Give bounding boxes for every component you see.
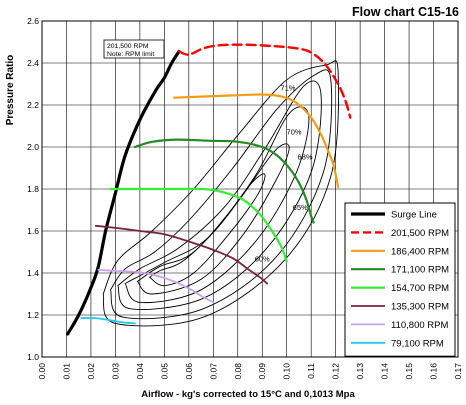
x-tick-label: 0.08: [233, 363, 243, 380]
series-line: [94, 224, 268, 285]
axes: 0.00 0.01 0.02 0.03 0.04 0.05 0.06 0.07 0.08 0.09…: [27, 16, 463, 380]
y-tick-label: 1.4: [27, 268, 39, 278]
legend-label: 171,100 RPM: [391, 265, 449, 276]
y-tick-label: 2.4: [27, 58, 39, 68]
efficiency-label: 71%: [280, 83, 295, 92]
efficiency-labels: 71% 70% 68% 65% 60%: [255, 83, 313, 263]
legend-label: 79,100 RPM: [391, 338, 444, 349]
legend-label: 201,500 RPM: [391, 228, 449, 239]
rpm-limit-note-line2: Note: RPM limit: [107, 51, 154, 58]
y-tick-label: 2.0: [27, 142, 39, 152]
x-tick-label: 0.14: [380, 363, 390, 380]
x-tick-label: 0.02: [86, 363, 96, 380]
plot-frame: [41, 20, 459, 358]
legend-label: Surge Line: [391, 210, 437, 221]
series-line: [177, 43, 352, 119]
y-tick-label: 2.6: [27, 16, 39, 26]
rpm-limit-note: 201,500 RPM Note: RPM limit: [103, 39, 165, 59]
legend: Surge Line 201,500 RPM 186,400 RPM 171,100 …: [344, 202, 456, 357]
efficiency-island: [117, 80, 322, 310]
efficiency-label: 68%: [298, 153, 313, 162]
chart-title: Flow chart C15-16: [352, 5, 459, 19]
efficiency-island: [109, 69, 333, 320]
x-tick-label: 0.16: [429, 363, 439, 380]
x-tick-label: 0.00: [37, 363, 47, 380]
x-tick-label: 0.15: [404, 363, 414, 380]
efficiency-label: 70%: [287, 127, 302, 136]
series-line: [97, 269, 215, 304]
x-tick-label: 0.05: [159, 363, 169, 380]
efficiency-island: [136, 143, 290, 295]
x-tick-label: 0.04: [135, 363, 145, 380]
x-tick-label: 0.03: [110, 363, 120, 380]
rpm-limit-note-line1: 201,500 RPM: [107, 43, 149, 50]
x-tick-label: 0.10: [282, 363, 292, 380]
x-tick-label: 0.11: [306, 363, 316, 379]
efficiency-island: [148, 173, 266, 287]
legend-label: 110,800 RPM: [391, 320, 448, 331]
legend-box: [344, 202, 456, 357]
legend-label: 154,700 RPM: [391, 283, 449, 294]
x-tick-label: 0.12: [331, 363, 341, 380]
efficiency-label: 60%: [255, 254, 270, 263]
y-tick-label: 1.0: [27, 352, 39, 362]
x-tick-label: 0.06: [184, 363, 194, 380]
series-layer: [66, 43, 352, 336]
series-line: [173, 93, 340, 188]
efficiency-island: [102, 60, 340, 327]
x-tick-label: 0.07: [208, 363, 218, 380]
x-tick-label: 0.01: [61, 363, 71, 380]
series-line: [109, 187, 288, 263]
x-tick-label: 0.09: [257, 363, 267, 380]
y-tick-label: 1.2: [27, 310, 39, 320]
efficiency-label: 65%: [293, 203, 308, 212]
legend-label: 135,300 RPM: [391, 302, 449, 313]
series-line: [66, 49, 181, 336]
series-line: [133, 138, 315, 224]
series-line: [80, 317, 136, 325]
x-axis-label: Airflow - kg's corrected to 15°C and 0,1…: [141, 389, 355, 400]
y-axis-label: Pressure Ratio: [5, 55, 16, 126]
rpm-limit-note-box: [103, 39, 165, 59]
y-tick-label: 2.2: [27, 100, 39, 110]
y-tick-label: 1.6: [27, 226, 39, 236]
x-tick-label: 0.17: [453, 363, 463, 380]
y-tick-label: 1.8: [27, 184, 39, 194]
legend-label: 186,400 RPM: [391, 246, 449, 257]
x-tick-label: 0.13: [355, 363, 365, 380]
